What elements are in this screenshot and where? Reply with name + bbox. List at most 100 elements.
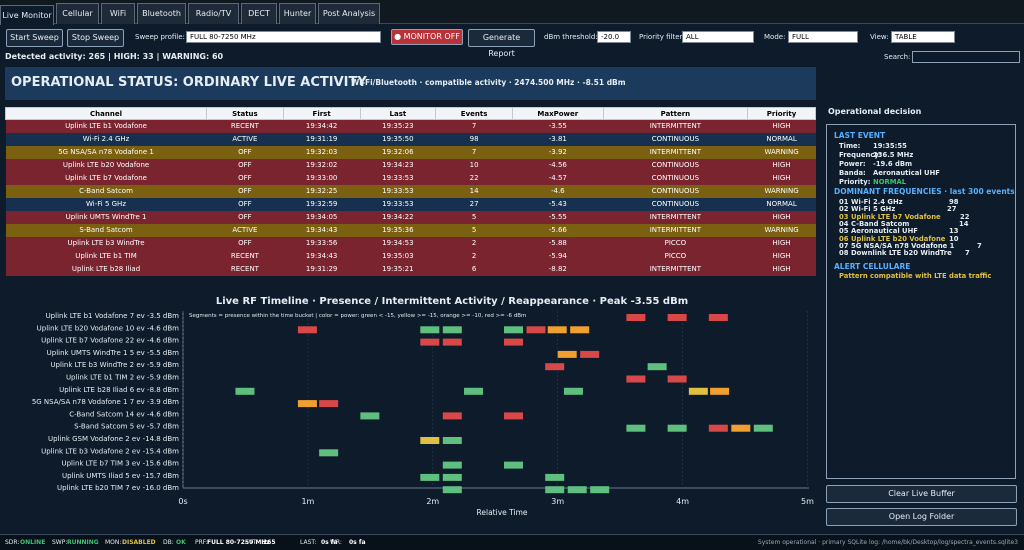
last-event-key: Time:	[839, 142, 861, 150]
table-row[interactable]: S-Band Satcom ACTIVE 19:34:43 19:35:36 5 -5.6…	[5, 223, 816, 237]
table-cell: 19:33:53	[382, 174, 414, 182]
monitor-toggle-button[interactable]: ● MONITOR OFF	[391, 29, 463, 45]
status-value: FULL 80-7250 MHz	[207, 539, 270, 546]
timeline-segment	[626, 314, 646, 321]
timeline-row-label: Uplink LTE b7 Vodafone 22 ev -4.6 dBm	[41, 337, 179, 345]
table-cell: CONTINUOUS	[651, 161, 700, 169]
table-cell: 19:33:00	[305, 174, 338, 182]
status-bar: SDR: ONLINE SWP: RUNNING MON: DISABLED DB: OK PR…	[0, 534, 1024, 550]
search-input[interactable]	[912, 51, 1020, 63]
table-cell: OFF	[238, 174, 252, 182]
table-cell: 19:34:22	[382, 213, 414, 221]
priority-filter-label: Priority filter:	[639, 33, 685, 41]
table-row[interactable]: Uplink LTE b1 Vodafone RECENT 19:34:42 19:3…	[5, 119, 816, 133]
table-cell: 19:31:29	[305, 265, 338, 273]
column-header[interactable]: Pattern	[602, 107, 749, 120]
table-row[interactable]: Uplink LTE b3 WindTre OFF 19:33:56 19:34:53…	[5, 236, 816, 250]
table-cell: 19:35:50	[382, 135, 414, 143]
timeline-segment	[731, 424, 751, 432]
timeline-segment	[503, 412, 523, 420]
table-cell: INTERMITTENT	[649, 226, 702, 234]
dominant-index: 03	[839, 212, 849, 221]
timeline-row-label: C-Band Satcom 14 ev -4.6 dBm	[69, 410, 179, 418]
mode-select[interactable]: FULL	[788, 31, 858, 43]
table-cell: -5.66	[548, 226, 567, 234]
status-key: SDR:	[5, 539, 20, 546]
search-label: Search:	[884, 53, 911, 61]
table-row[interactable]: Uplink LTE b20 Vodafone OFF 19:32:02 19:34:…	[5, 158, 816, 172]
tab-wifi[interactable]: WiFi	[101, 3, 135, 24]
tab-post-analysis[interactable]: Post Analysis	[318, 3, 380, 24]
timeline-segment	[557, 350, 577, 358]
timeline-segment	[567, 486, 587, 494]
tab-radio-tv[interactable]: Radio/TV	[188, 3, 239, 24]
table-cell: 19:35:23	[382, 122, 414, 131]
dominant-frequencies-heading: DOMINANT FREQUENCIES · last 300 events	[834, 187, 1015, 196]
status-key: WR:	[330, 539, 342, 546]
table-row[interactable]: Wi-Fi 5 GHz OFF 19:32:59 19:33:53 27 -5.43 CON…	[5, 197, 816, 211]
table-row[interactable]: 5G NSA/SA n78 Vodafone 1 OFF 19:32:03 19:32…	[5, 145, 816, 159]
table-cell: 19:34:43	[305, 252, 338, 260]
table-cell: NORMAL	[766, 200, 797, 208]
generate-report-button[interactable]: Generate Report	[468, 29, 535, 58]
table-row[interactable]: Wi-Fi 2.4 GHz ACTIVE 19:31:19 19:35:50 98 -3.…	[5, 132, 816, 146]
timeline-segment	[360, 412, 380, 420]
sweep-profile-select[interactable]: FULL 80-7250 MHz	[186, 31, 381, 43]
view-select[interactable]: TABLE	[891, 31, 955, 43]
activity-summary: Detected activity: 265 | HIGH: 33 | WARN…	[5, 52, 224, 61]
table-row[interactable]: Uplink UMTS WindTre 1 OFF 19:34:05 19:34:22…	[5, 210, 816, 224]
column-header[interactable]: Events	[435, 107, 513, 120]
priority-filter-select[interactable]: ALL	[682, 31, 754, 43]
timeline-segment	[647, 363, 667, 371]
tab-hunter[interactable]: Hunter	[279, 3, 316, 24]
table-cell: 19:32:02	[305, 161, 338, 169]
status-value: ONLINE	[20, 539, 46, 546]
column-header[interactable]: First	[282, 107, 361, 120]
table-cell: Uplink LTE b1 TIM	[75, 252, 137, 260]
timeline-row-label: Uplink LTE b20 Vodafone 10 ev -4.6 dBm	[37, 324, 180, 332]
threshold-input[interactable]: -20.0	[597, 31, 631, 43]
status-value: OK	[176, 539, 186, 546]
clear-buffer-button[interactable]: Clear Live Buffer	[826, 485, 1017, 503]
open-log-folder-button[interactable]: Open Log Folder	[826, 508, 1017, 526]
timeline-segment	[626, 424, 646, 432]
last-event-key: Priority:	[839, 178, 871, 186]
status-key: SWP:	[52, 539, 68, 546]
table-cell: CONTINUOUS	[651, 200, 700, 208]
table-row[interactable]: Uplink LTE b7 Vodafone OFF 19:33:00 19:33:5…	[5, 171, 816, 185]
stop-sweep-button[interactable]: Stop Sweep	[67, 29, 124, 47]
decision-panel: LAST EVENT Time: 19:35:55 Frequency: 236.5 M…	[826, 124, 1016, 479]
timeline-row-label: Uplink GSM Vodafone 2 ev -14.8 dBm	[48, 435, 179, 443]
table-cell: ACTIVE	[232, 135, 258, 143]
table-cell: INTERMITTENT	[649, 122, 702, 131]
tab-live-monitor[interactable]: Live Monitor	[0, 5, 54, 25]
table-cell: -5.88	[548, 239, 567, 247]
status-key: MON:	[105, 539, 122, 546]
tab-cellular[interactable]: Cellular	[56, 3, 99, 24]
column-header[interactable]: MaxPower	[511, 107, 604, 120]
table-cell: HIGH	[772, 122, 791, 131]
timeline-segment	[464, 387, 484, 395]
table-cell: 19:33:53	[382, 200, 414, 208]
column-header[interactable]: Priority	[747, 107, 816, 120]
table-cell: HIGH	[772, 213, 791, 221]
table-cell: CONTINUOUS	[651, 135, 700, 143]
x-tick-label: 4m	[676, 497, 689, 506]
table-cell: 19:32:25	[305, 187, 338, 195]
timeline-segment	[547, 326, 567, 334]
alert-text: Pattern compatible with LTE data traffic	[839, 272, 992, 280]
column-header[interactable]: Channel	[4, 107, 208, 120]
column-header[interactable]: Last	[359, 107, 437, 120]
tab-bluetooth[interactable]: Bluetooth	[137, 3, 186, 24]
table-cell: 19:32:03	[305, 148, 338, 156]
tab-dect[interactable]: DECT	[241, 3, 277, 24]
table-row[interactable]: Uplink LTE b1 TIM RECENT 19:34:43 19:35:03 2…	[5, 249, 816, 263]
table-row[interactable]: Uplink LTE b28 Iliad RECENT 19:31:29 19:35:…	[5, 262, 816, 276]
table-cell: 19:34:42	[305, 122, 338, 131]
start-sweep-button[interactable]: Start Sweep	[6, 29, 63, 47]
column-header[interactable]: Status	[206, 107, 284, 120]
timeline-segment	[667, 424, 687, 432]
timeline-segment	[442, 437, 462, 444]
dominant-count: 98	[949, 198, 959, 206]
table-row[interactable]: C-Band Satcom OFF 19:32:25 19:33:53 14 -4.6 CO…	[5, 184, 816, 198]
